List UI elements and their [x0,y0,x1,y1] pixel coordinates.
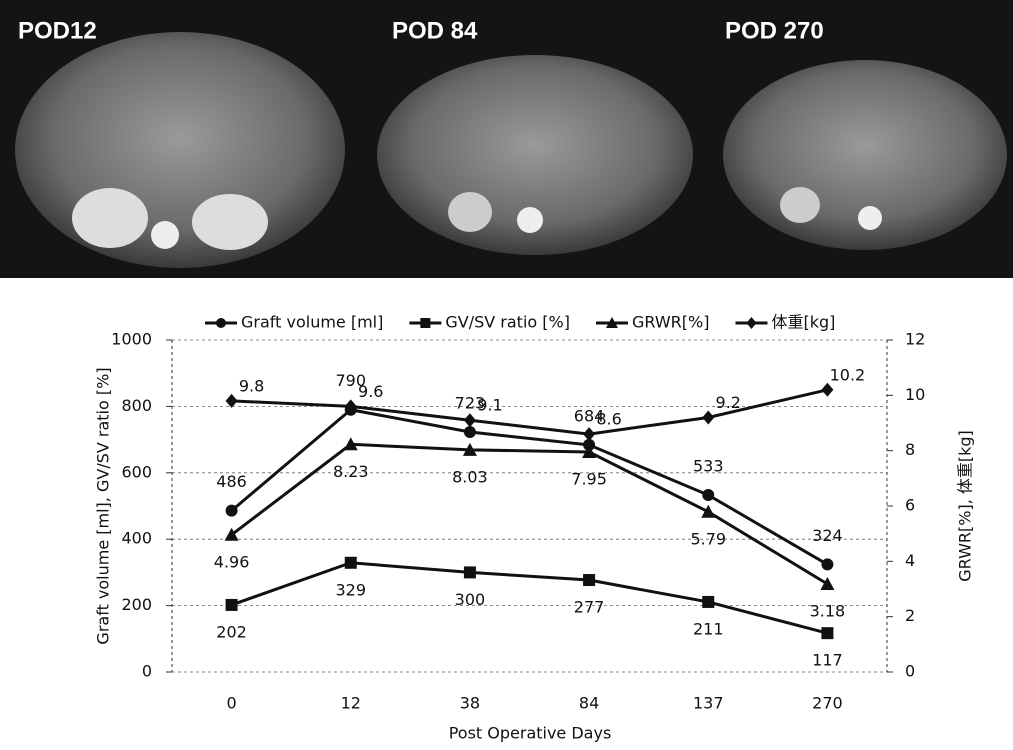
data-label: 202 [216,622,247,641]
figure: POD12 POD 84 POD 270 Post Operative Days… [0,0,1013,750]
y-tick-label: 600 [121,462,152,481]
y2-tick-label: 2 [905,606,915,625]
data-label: 324 [812,526,843,545]
legend-marker [216,318,226,328]
series-line [232,563,828,633]
data-label: 9.6 [358,382,383,401]
legend-label: Graft volume [ml] [241,313,383,332]
marker [702,410,714,424]
data-label: 7.95 [571,470,607,489]
marker [226,599,238,611]
image-label: POD 84 [392,17,478,44]
y2-tick-label: 0 [905,662,915,681]
y-tick-label: 0 [142,662,152,681]
data-label: 8.6 [596,410,621,429]
legend-label: 体重[kg] [771,313,835,332]
data-label: 9.8 [239,376,264,395]
y2-tick-label: 4 [905,551,915,570]
data-label: 300 [455,590,486,609]
data-label: 5.79 [690,529,726,548]
marker [821,383,833,397]
y2-tick-label: 12 [905,330,925,349]
x-tick-label: 270 [812,694,843,713]
marker [820,577,834,590]
x-axis-title: Post Operative Days [449,724,612,743]
marker [226,394,238,408]
data-label: 3.18 [810,602,846,621]
marker [583,574,595,586]
data-label: 117 [812,651,843,670]
marker [226,505,238,517]
marker [821,558,833,570]
image-strip: POD12 POD 84 POD 270 [0,0,1013,278]
data-label: 9.1 [477,396,502,415]
data-label: 211 [693,619,724,638]
data-label: 8.03 [452,467,488,486]
data-label: 277 [574,598,605,617]
marker [345,557,357,569]
data-label: 10.2 [830,365,866,384]
y2-axis-title: GRWR[%], 体重[kg] [956,430,975,582]
data-label: 4.96 [214,552,250,571]
marker [583,427,595,441]
y-tick-label: 200 [121,595,152,614]
data-label: 533 [693,457,724,476]
marker [464,413,476,427]
marker [464,426,476,438]
marker [821,627,833,639]
marker [701,505,715,518]
y-tick-label: 800 [121,396,152,415]
marker [702,489,714,501]
image-label: POD12 [18,17,97,44]
y-axis-title: Graft volume [ml], GV/SV ratio [%] [94,367,113,644]
legend-label: GRWR[%] [632,313,710,332]
image-label: POD 270 [725,17,824,44]
legend-label: GV/SV ratio [%] [445,313,570,332]
data-label: 329 [335,580,366,599]
x-tick-label: 12 [341,694,361,713]
x-tick-label: 137 [693,694,724,713]
y-tick-label: 1000 [111,330,152,349]
y2-tick-label: 10 [905,385,925,404]
series-line [232,410,828,565]
legend-marker [746,317,756,329]
x-tick-label: 0 [226,694,236,713]
y-tick-label: 400 [121,529,152,548]
x-tick-label: 38 [460,694,480,713]
marker [702,596,714,608]
data-label: 8.23 [333,462,369,481]
data-label: 9.2 [716,393,741,412]
legend-marker [420,318,430,328]
series-line [232,444,828,584]
data-label: 486 [216,472,247,491]
y2-tick-label: 6 [905,496,915,515]
marker [464,566,476,578]
y2-tick-label: 8 [905,440,915,459]
x-tick-label: 84 [579,694,599,713]
